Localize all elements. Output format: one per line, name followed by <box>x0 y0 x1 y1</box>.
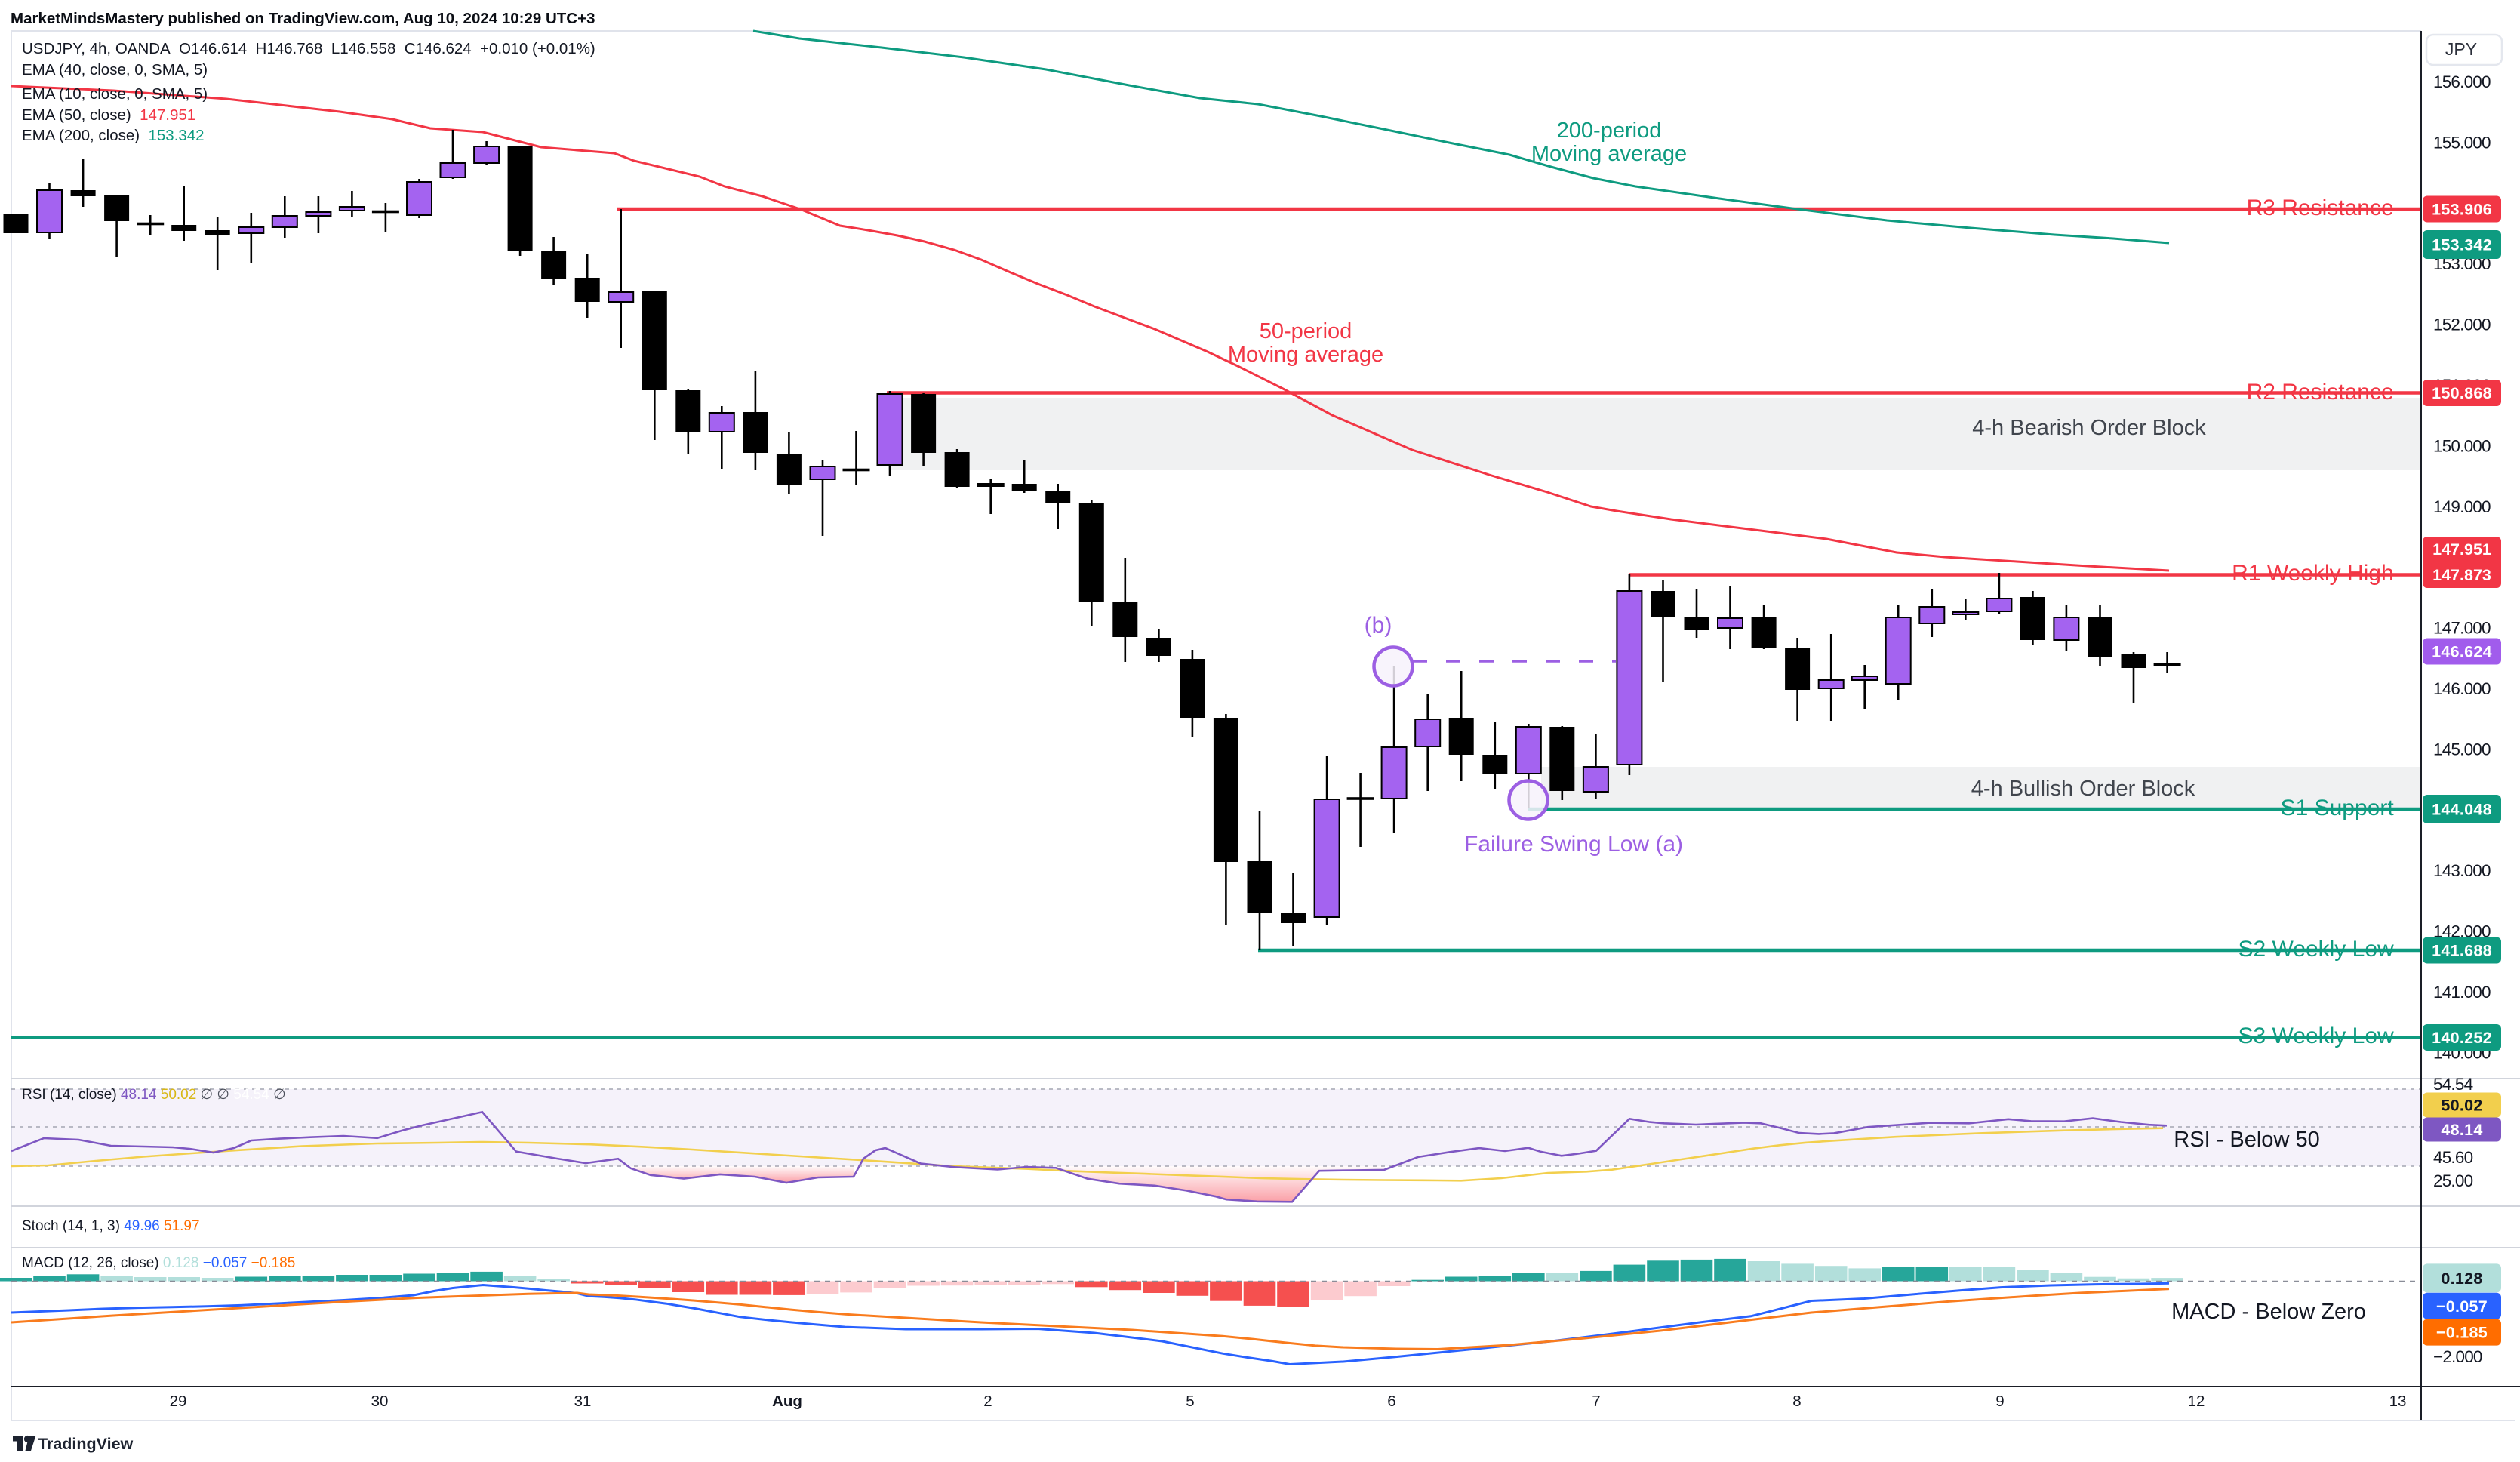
svg-text:9: 9 <box>1995 1393 2004 1410</box>
svg-text:140.252: 140.252 <box>2432 1029 2492 1047</box>
svg-text:147.000: 147.000 <box>2433 619 2491 638</box>
svg-text:29: 29 <box>170 1393 187 1410</box>
svg-text:30: 30 <box>371 1393 389 1410</box>
svg-text:(b): (b) <box>1365 613 1392 638</box>
svg-text:146.000: 146.000 <box>2433 679 2491 698</box>
svg-text:Moving average: Moving average <box>1531 142 1687 166</box>
svg-text:25.00: 25.00 <box>2433 1171 2473 1190</box>
svg-text:EMA (40, close, 0, SMA, 5): EMA (40, close, 0, SMA, 5) <box>22 61 208 78</box>
svg-text:4-h Bearish Order Block: 4-h Bearish Order Block <box>1972 416 2206 440</box>
svg-text:31: 31 <box>574 1393 592 1410</box>
svg-text:RSI (14, close) 48.14 50.02 ∅: RSI (14, close) 48.14 50.02 ∅ ∅ 54.54 ∅ <box>22 1087 286 1103</box>
svg-text:6: 6 <box>1387 1393 1395 1410</box>
svg-text:JPY: JPY <box>2445 39 2477 59</box>
svg-text:R1 Weekly High -: R1 Weekly High - <box>2232 561 2408 586</box>
svg-text:50.02: 50.02 <box>2441 1097 2482 1115</box>
svg-text:156.000: 156.000 <box>2433 72 2491 91</box>
svg-text:143.000: 143.000 <box>2433 861 2491 880</box>
svg-text:144.048: 144.048 <box>2432 801 2492 819</box>
svg-text:150.000: 150.000 <box>2433 436 2491 455</box>
svg-text:R2 Resistance -: R2 Resistance - <box>2247 380 2408 405</box>
svg-text:S3 Weekly Low -: S3 Weekly Low - <box>2238 1023 2408 1048</box>
svg-text:5: 5 <box>1186 1393 1194 1410</box>
svg-text:MACD - Below Zero: MACD - Below Zero <box>2171 1300 2366 1324</box>
svg-text:12: 12 <box>2188 1393 2205 1410</box>
svg-text:146.624: 146.624 <box>2432 643 2492 661</box>
svg-text:145.000: 145.000 <box>2433 740 2491 759</box>
svg-text:153.906: 153.906 <box>2432 201 2492 219</box>
svg-text:147.873: 147.873 <box>2432 566 2491 584</box>
svg-text:TradingView: TradingView <box>38 1435 134 1453</box>
svg-text:54.54: 54.54 <box>2433 1075 2473 1094</box>
svg-text:USDJPY, 4h, OANDA O146.614 H: USDJPY, 4h, OANDA O146.614 H146.768 L146… <box>22 40 595 57</box>
svg-text:RSI - Below 50: RSI - Below 50 <box>2174 1128 2319 1152</box>
svg-text:MarketMindsMastery published o: MarketMindsMastery published on TradingV… <box>11 10 595 27</box>
svg-text:141.688: 141.688 <box>2432 942 2492 960</box>
svg-text:0.128: 0.128 <box>2441 1270 2482 1288</box>
svg-text:−0.057: −0.057 <box>2436 1297 2488 1316</box>
svg-text:Failure Swing Low (a): Failure Swing Low (a) <box>1464 832 1683 857</box>
svg-text:R3 Resistance -: R3 Resistance - <box>2247 195 2408 220</box>
svg-text:147.951: 147.951 <box>2432 540 2491 559</box>
svg-text:48.14: 48.14 <box>2441 1121 2482 1139</box>
svg-text:150.868: 150.868 <box>2432 384 2492 402</box>
svg-text:153.342: 153.342 <box>2432 236 2492 254</box>
svg-text:EMA (200, close) 153.342: EMA (200, close) 153.342 <box>22 127 205 144</box>
svg-text:Stoch (14, 1, 3) 49.96 51.97: Stoch (14, 1, 3) 49.96 51.97 <box>22 1218 200 1234</box>
svg-text:8: 8 <box>1792 1393 1801 1410</box>
svg-text:152.000: 152.000 <box>2433 315 2491 334</box>
svg-text:4-h Bullish Order Block: 4-h Bullish Order Block <box>1971 777 2195 801</box>
svg-text:MACD (12, 26, close) 0.128 −0.: MACD (12, 26, close) 0.128 −0.057 −0.185 <box>22 1255 295 1271</box>
svg-text:149.000: 149.000 <box>2433 497 2491 516</box>
svg-text:Aug: Aug <box>772 1393 802 1410</box>
svg-text:50-period: 50-period <box>1260 319 1352 343</box>
svg-text:S1 Support -: S1 Support - <box>2281 796 2408 820</box>
svg-text:200-period: 200-period <box>1557 118 1662 143</box>
svg-text:2: 2 <box>983 1393 992 1410</box>
svg-text:155.000: 155.000 <box>2433 133 2491 152</box>
svg-text:45.60: 45.60 <box>2433 1148 2473 1167</box>
svg-text:141.000: 141.000 <box>2433 983 2491 1002</box>
svg-text:EMA (50, close) 147.951: EMA (50, close) 147.951 <box>22 106 195 124</box>
svg-text:7: 7 <box>1592 1393 1600 1410</box>
svg-text:S2 Weekly Low -: S2 Weekly Low - <box>2238 937 2408 962</box>
svg-text:EMA (10, close, 0, SMA, 5): EMA (10, close, 0, SMA, 5) <box>22 85 208 103</box>
svg-text:−0.185: −0.185 <box>2436 1324 2488 1342</box>
svg-text:13: 13 <box>2389 1393 2407 1410</box>
svg-text:Moving average: Moving average <box>1228 343 1383 367</box>
svg-text:−2.000: −2.000 <box>2433 1347 2482 1366</box>
